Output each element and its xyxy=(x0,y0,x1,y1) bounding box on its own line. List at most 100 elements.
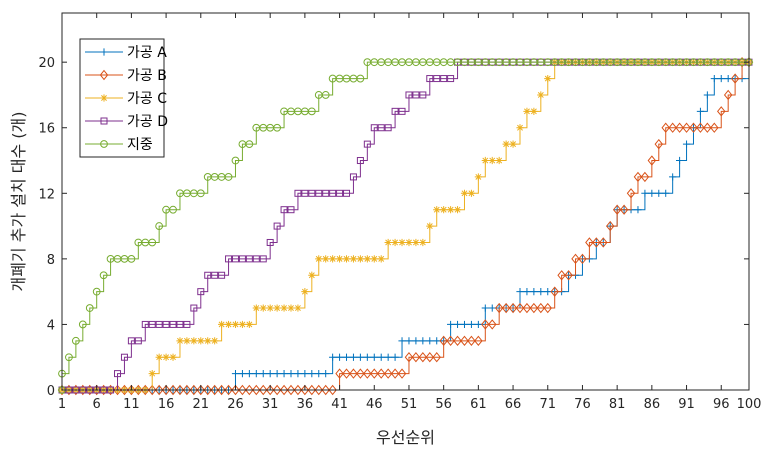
data-point xyxy=(238,370,247,378)
data-point xyxy=(280,304,288,312)
data-point xyxy=(169,353,177,361)
data-point xyxy=(522,302,532,314)
data-point xyxy=(696,107,705,115)
legend-label: 가공 D xyxy=(127,114,168,130)
data-point xyxy=(71,336,80,345)
data-point xyxy=(238,384,247,396)
data-point xyxy=(405,91,413,99)
data-point xyxy=(203,384,212,396)
data-point xyxy=(189,384,199,396)
series-1 xyxy=(57,56,754,396)
x-axis-label: 우선순위 xyxy=(376,428,435,447)
data-point xyxy=(197,288,205,296)
x-tick-label: 100 xyxy=(737,397,762,412)
data-point xyxy=(619,204,629,215)
data-point xyxy=(307,107,316,116)
data-point xyxy=(523,288,531,296)
data-point xyxy=(162,353,170,361)
data-point xyxy=(127,337,135,345)
x-tick-label: 66 xyxy=(505,397,522,412)
x-tick-label: 56 xyxy=(435,397,452,412)
data-point xyxy=(301,370,309,378)
legend-label: 가공 B xyxy=(127,68,167,84)
data-point xyxy=(398,337,406,345)
y-tick-label: 12 xyxy=(38,187,55,202)
data-point xyxy=(411,352,421,363)
data-point xyxy=(349,173,357,181)
data-point xyxy=(71,384,81,396)
data-point xyxy=(703,122,712,133)
data-point xyxy=(481,319,490,330)
data-point xyxy=(322,255,330,263)
data-point xyxy=(343,189,351,197)
data-point xyxy=(272,384,282,396)
data-point xyxy=(224,173,233,181)
data-point xyxy=(384,353,392,361)
data-point xyxy=(266,238,274,246)
data-point xyxy=(197,337,205,345)
data-point xyxy=(377,255,385,263)
data-point xyxy=(335,368,344,379)
legend-label: 지중 xyxy=(127,137,153,153)
data-point xyxy=(336,189,344,197)
data-point xyxy=(231,320,240,329)
data-point xyxy=(370,124,378,132)
y-tick-label: 4 xyxy=(47,318,55,333)
data-point xyxy=(668,122,677,133)
data-point xyxy=(529,302,539,314)
data-point xyxy=(287,304,295,312)
data-point xyxy=(737,56,747,68)
data-point xyxy=(266,304,274,312)
data-point xyxy=(487,319,497,330)
data-point xyxy=(557,270,566,281)
x-tick-label: 61 xyxy=(470,397,487,412)
data-point xyxy=(57,384,67,396)
data-point xyxy=(182,384,192,396)
data-point xyxy=(634,206,642,214)
data-point xyxy=(321,384,330,396)
data-point xyxy=(78,320,87,329)
data-point xyxy=(301,189,309,197)
data-point xyxy=(426,75,434,83)
y-tick-label: 20 xyxy=(38,56,55,71)
data-point xyxy=(523,107,531,115)
data-point xyxy=(141,384,150,396)
data-point xyxy=(419,238,427,247)
data-point xyxy=(384,238,392,247)
data-point xyxy=(294,304,302,312)
x-tick-label: 51 xyxy=(401,397,418,412)
x-tick-label: 81 xyxy=(609,397,626,412)
data-point xyxy=(127,254,136,263)
data-point xyxy=(356,353,364,361)
data-point xyxy=(148,370,156,378)
data-point xyxy=(329,353,337,361)
data-point xyxy=(447,320,455,329)
data-point xyxy=(363,140,371,148)
data-point xyxy=(169,320,177,328)
data-point xyxy=(155,353,163,361)
data-point xyxy=(405,337,413,345)
data-point xyxy=(460,320,469,329)
x-tick-label: 41 xyxy=(331,397,348,412)
data-point xyxy=(433,75,441,83)
data-point xyxy=(238,255,246,263)
data-point xyxy=(412,238,420,247)
data-point xyxy=(661,122,670,133)
data-point xyxy=(648,189,656,197)
data-point xyxy=(397,368,407,379)
data-point xyxy=(127,384,136,396)
data-point xyxy=(419,91,427,99)
data-point xyxy=(447,75,455,83)
data-point xyxy=(404,352,414,363)
data-point xyxy=(654,138,664,150)
data-point xyxy=(322,370,330,378)
data-point xyxy=(669,173,677,181)
data-point xyxy=(196,384,206,396)
data-point xyxy=(307,384,317,396)
data-point xyxy=(287,206,295,214)
data-point xyxy=(655,189,663,197)
data-point xyxy=(425,352,435,363)
legend: 가공 A 가공 B 가공 C 가공 D 지중 xyxy=(79,38,168,158)
data-point xyxy=(641,189,649,197)
